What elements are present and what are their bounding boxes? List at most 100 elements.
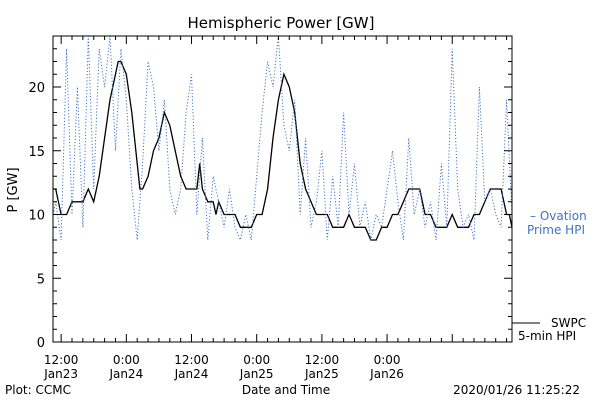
data-point [267, 188, 268, 189]
data-point [289, 86, 290, 87]
data-point [262, 112, 263, 113]
plot-credit: Plot: CCMC [5, 383, 71, 397]
x-tick-label-time: 12:00 [174, 353, 209, 367]
data-point [376, 214, 377, 215]
data-point [218, 201, 219, 202]
data-point [256, 176, 257, 177]
y-tick-label: 5 [37, 272, 45, 287]
data-point [414, 214, 415, 215]
data-point [479, 214, 480, 215]
data-point [262, 214, 263, 215]
data-point [196, 188, 197, 189]
data-point [207, 239, 208, 240]
data-point [229, 214, 230, 215]
data-point [131, 112, 132, 113]
data-point [142, 188, 143, 189]
data-point [234, 227, 235, 228]
x-tick-label-time: 12:00 [44, 353, 79, 367]
data-point [164, 99, 165, 100]
data-point [207, 201, 208, 202]
data-point [316, 214, 317, 215]
x-tick-label-date: Jan24 [174, 367, 209, 381]
data-point [196, 214, 197, 215]
data-point [82, 227, 83, 228]
data-point [354, 163, 355, 164]
y-tick-label: 20 [28, 81, 45, 96]
y-tick-label: 10 [28, 209, 45, 224]
data-point [115, 74, 116, 75]
y-axis-label: P [GW] [6, 167, 21, 212]
data-point [251, 239, 252, 240]
data-point [61, 239, 62, 240]
data-point [430, 201, 431, 202]
data-point [376, 239, 377, 240]
data-point [71, 214, 72, 215]
data-point [77, 201, 78, 202]
data-point [452, 48, 453, 49]
data-point [359, 227, 360, 228]
x-tick-label-date: Jan26 [369, 367, 404, 381]
data-point [300, 214, 301, 215]
data-point [234, 214, 235, 215]
data-point [479, 86, 480, 87]
data-point [332, 227, 333, 228]
data-point [305, 188, 306, 189]
data-point [180, 188, 181, 189]
series-layer [52, 35, 513, 242]
legend: – Ovation Prime HPI SWPC 5-min HPI [512, 209, 587, 343]
data-point [283, 125, 284, 126]
data-point [501, 188, 502, 189]
data-point [109, 99, 110, 100]
data-point [365, 201, 366, 202]
data-point [300, 163, 301, 164]
data-point [126, 74, 127, 75]
data-point [506, 99, 507, 100]
data-point [120, 48, 121, 49]
data-point [425, 227, 426, 228]
data-point [88, 188, 89, 189]
data-point [370, 239, 371, 240]
data-point [240, 239, 241, 240]
data-point [408, 137, 409, 138]
data-point [175, 150, 176, 151]
y-tick-label: 15 [28, 145, 45, 160]
data-point [343, 112, 344, 113]
data-point [224, 227, 225, 228]
data-point [490, 188, 491, 189]
data-point [310, 201, 311, 202]
data-point [430, 214, 431, 215]
data-point [381, 227, 382, 228]
data-point [137, 163, 138, 164]
data-point [289, 150, 290, 151]
data-point [191, 74, 192, 75]
data-point [392, 214, 393, 215]
data-point [435, 239, 436, 240]
x-axis-ticks: 12:00Jan230:00Jan2412:00Jan240:00Jan2512… [43, 36, 508, 381]
data-point [387, 227, 388, 228]
data-point [267, 61, 268, 62]
data-point [224, 214, 225, 215]
data-point [316, 201, 317, 202]
data-point [153, 150, 154, 151]
data-point [338, 227, 339, 228]
data-point [104, 137, 105, 138]
data-point [446, 227, 447, 228]
series-line-ovation [52, 35, 513, 242]
data-point [256, 214, 257, 215]
data-point [213, 176, 214, 177]
data-point [425, 214, 426, 215]
data-point [137, 239, 138, 240]
legend-ovation-line1: – Ovation [530, 209, 587, 223]
data-point [387, 188, 388, 189]
data-point [321, 150, 322, 151]
data-point [118, 61, 119, 62]
data-point [142, 163, 143, 164]
data-point [348, 214, 349, 215]
data-point [202, 137, 203, 138]
data-point [392, 150, 393, 151]
x-tick-label-time: 0:00 [113, 353, 140, 367]
data-point [397, 214, 398, 215]
data-point [403, 201, 404, 202]
